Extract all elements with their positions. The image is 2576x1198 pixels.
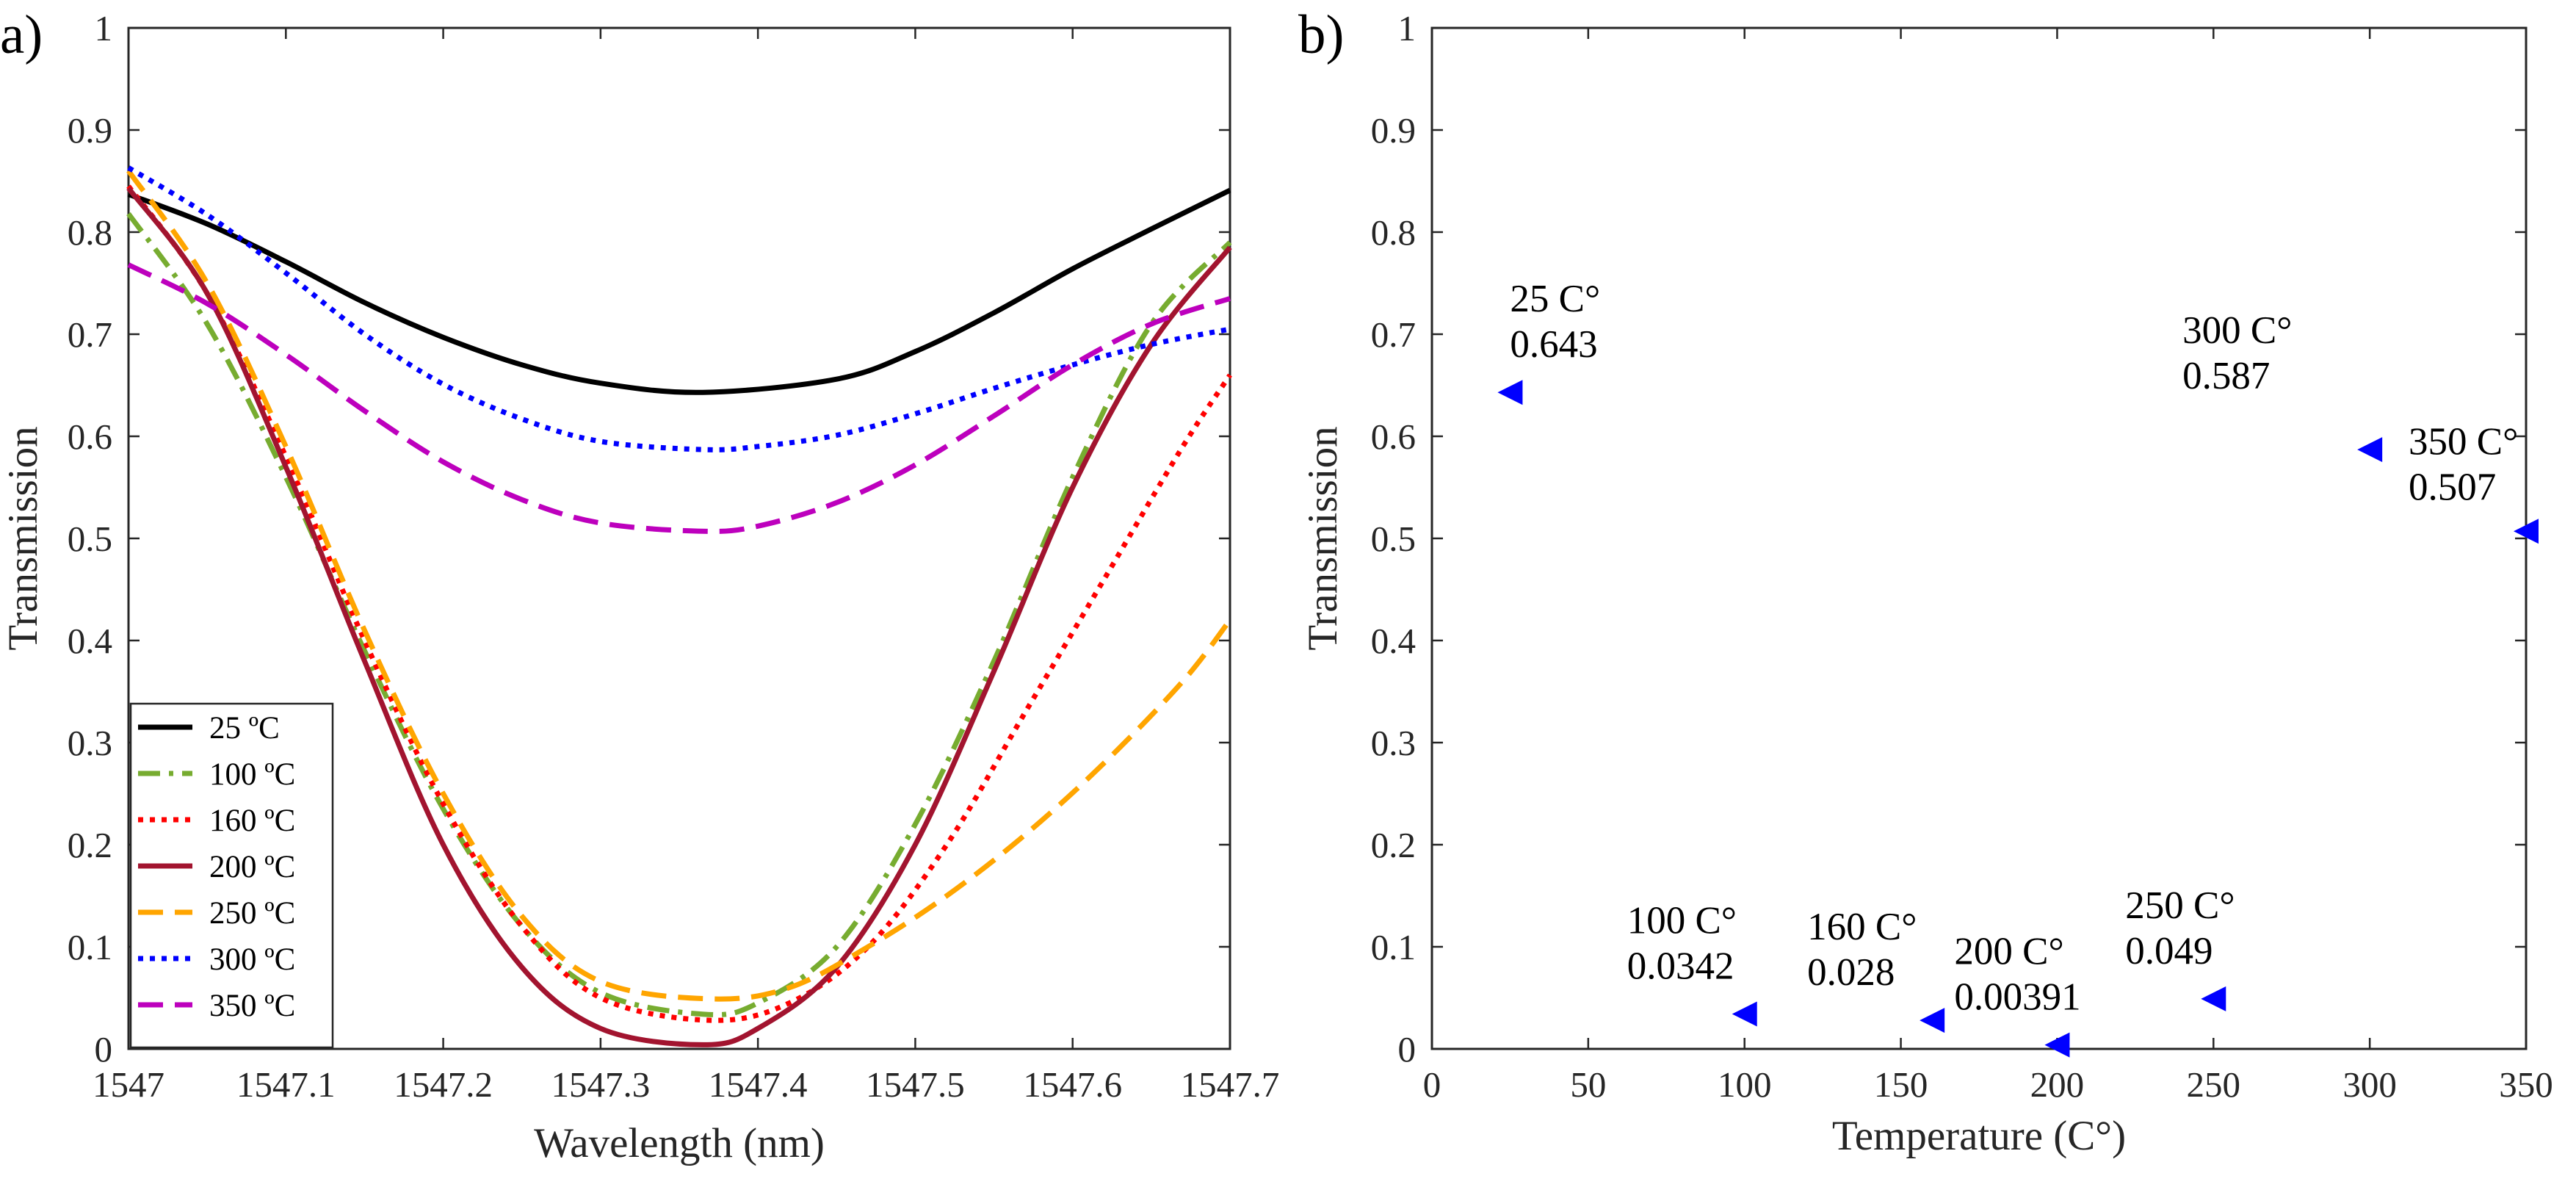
panel-a-ytick-label: 0.9 [68, 110, 112, 151]
scatter-point-100C [1732, 1001, 1757, 1027]
panel-b-plot-area [1430, 26, 2528, 1050]
panel-a-ytick-label: 0.1 [68, 927, 112, 967]
panel-a-ylabel: Transmission [0, 426, 46, 650]
point-temp-label: 160 C° [1807, 906, 1917, 948]
panel-b-xtick-label: 200 [2030, 1064, 2085, 1105]
legend-label: 350 ºC [209, 989, 295, 1023]
panel-a-ytick-label: 0.8 [68, 212, 112, 253]
panel-b-xtick-label: 300 [2342, 1064, 2397, 1105]
panel-a-ytick-label: 0 [95, 1029, 113, 1069]
panel-a-xlabel: Wavelength (nm) [534, 1120, 825, 1166]
panel-b-ytick-label: 0.5 [1371, 519, 1416, 559]
panel-b-ytick-label: 0.6 [1371, 416, 1416, 457]
series-line-160C [126, 184, 1232, 1023]
panel-a-ytick-label: 0.6 [68, 416, 112, 457]
point-value-label: 0.643 [1510, 323, 1597, 366]
point-value-label: 0.049 [2125, 930, 2213, 973]
scatter-point-250C [2201, 986, 2226, 1011]
series-line-25C [127, 187, 1231, 395]
panel-b-ticks: 0 50 100 150 200 250 300 350 0 0.1 0.2 0.3 0.4 0.5 0.6… [1371, 8, 2553, 1105]
panel-b-ytick-label: 0.1 [1371, 927, 1416, 967]
panel-a-xtick-label: 1547.6 [1023, 1064, 1122, 1105]
point-value-label: 0.587 [2182, 355, 2270, 397]
scatter-point-160C [1920, 1008, 1945, 1033]
panel-b-ytick-label: 0.2 [1371, 825, 1416, 865]
panel-b-ytick-label: 0.8 [1371, 212, 1416, 253]
panel-a-ticks: 1547 1547.1 1547.2 1547.3 1547.4 1547.5 1547.6… [68, 8, 1280, 1105]
panel-b-ylabel: Transmission [1300, 426, 1346, 650]
point-value-label: 0.028 [1807, 951, 1895, 994]
legend-label: 25 ºC [209, 711, 280, 746]
series-line-350C [127, 262, 1231, 534]
point-temp-label: 300 C° [2182, 309, 2292, 352]
panel-b-xtick-label: 100 [1718, 1064, 1772, 1105]
panel-b-xtick-label: 250 [2187, 1064, 2241, 1105]
panel-a-lines [126, 165, 1232, 1047]
panel-b-xlabel: Temperature (C°) [1832, 1113, 2126, 1159]
panel-a-xtick-label: 1547 [93, 1064, 164, 1105]
panel-b-label: b) [1298, 4, 1344, 65]
panel-a-ytick-label: 0.4 [68, 621, 112, 661]
series-line-300C [127, 165, 1231, 452]
panel-b-transmission-vs-temperature: b) 0 50 100 150 200 250 300 350 0 0.1 0.2 0.3 0.4 0.5… [1298, 4, 2553, 1159]
point-temp-label: 250 C° [2125, 884, 2235, 927]
panel-a-transmission-vs-wavelength: a) 1547 1547.1 1547.2 1547.3 1547.4 1547.5 154… [0, 4, 1279, 1166]
panel-b-xtick-label: 50 [1570, 1064, 1606, 1105]
point-value-label: 0.507 [2409, 466, 2496, 508]
legend: 25 ºC 100 ºC 160 ºC 200 ºC 250 ºC 300 ºC 350 º… [129, 702, 334, 1049]
panel-b-ytick-label: 0.4 [1371, 621, 1416, 661]
panel-a-xtick-label: 1547.3 [551, 1064, 650, 1105]
legend-items: 25 ºC 100 ºC 160 ºC 200 ºC 250 ºC 300 ºC 350 º… [138, 711, 295, 1023]
series-line-250C [126, 169, 1232, 1002]
panel-a-xtick-label: 1547.2 [394, 1064, 493, 1105]
legend-label: 200 ºC [209, 850, 295, 884]
legend-label: 250 ºC [209, 896, 295, 931]
legend-label: 100 ºC [209, 757, 295, 792]
point-value-label: 0.0342 [1627, 945, 1734, 987]
panel-b-ytick-label: 0.3 [1371, 723, 1416, 763]
panel-a-xtick-label: 1547.7 [1181, 1064, 1280, 1105]
panel-b-xtick-label: 0 [1423, 1064, 1441, 1105]
scatter-point-300C [2357, 437, 2383, 463]
panel-a-ytick-label: 0.5 [68, 519, 112, 559]
panel-a-ytick-label: 0.2 [68, 825, 112, 865]
panel-b-xtick-label: 350 [2499, 1064, 2553, 1105]
panel-b-ytick-label: 1 [1398, 8, 1417, 48]
scatter-point-200C [2044, 1032, 2070, 1058]
panel-a-xtick-label: 1547.4 [709, 1064, 808, 1105]
panel-b-ytick-label: 0.7 [1371, 314, 1416, 355]
panel-b-ytick-label: 0 [1398, 1029, 1417, 1069]
panel-a-xtick-label: 1547.5 [866, 1064, 965, 1105]
panel-b-ytick-label: 0.9 [1371, 110, 1416, 151]
panel-a-label: a) [0, 4, 43, 65]
panel-a-ytick-label: 0.7 [68, 314, 112, 355]
point-temp-label: 100 C° [1627, 899, 1737, 942]
point-value-label: 0.00391 [1954, 976, 2080, 1019]
point-temp-label: 350 C° [2409, 420, 2518, 463]
panel-b-xtick-label: 150 [1874, 1064, 1928, 1105]
legend-box [129, 702, 334, 1049]
point-temp-label: 25 C° [1510, 278, 1600, 320]
panel-a-ytick-label: 1 [95, 8, 113, 48]
panel-a-xtick-label: 1547.1 [236, 1064, 336, 1105]
panel-a-ytick-label: 0.3 [68, 723, 112, 763]
legend-label: 160 ºC [209, 804, 295, 838]
scatter-point-350C [2514, 519, 2539, 544]
legend-label: 300 ºC [209, 942, 295, 977]
point-temp-label: 200 C° [1954, 931, 2063, 973]
series-line-200C [126, 187, 1232, 1047]
scatter-point-25C [1497, 380, 1523, 405]
